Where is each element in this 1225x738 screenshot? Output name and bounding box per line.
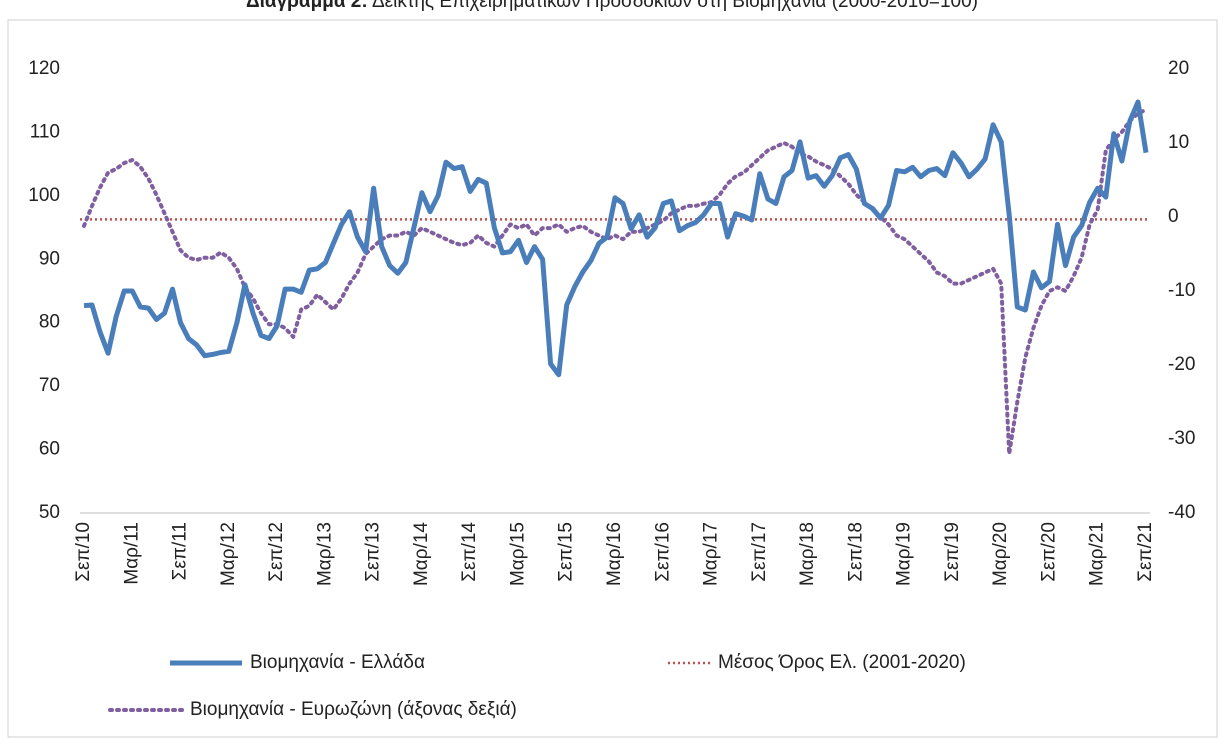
y2-tick-label: -40 xyxy=(1168,502,1195,523)
title-text: Δείκτης Επιχειρηματικών Προσδοκιών στη Β… xyxy=(372,0,978,12)
x-tick-label: Μαρ/21 xyxy=(1087,522,1108,586)
x-tick-label: Σεπ/12 xyxy=(266,522,287,582)
y2-tick-label: -30 xyxy=(1168,428,1195,449)
series-line xyxy=(83,99,1149,378)
x-tick-label: Μαρ/17 xyxy=(701,522,722,586)
x-tick-label: Μαρ/20 xyxy=(990,522,1011,586)
y2-tick-label: -10 xyxy=(1168,280,1195,301)
x-tick-label: Μαρ/18 xyxy=(797,522,818,586)
y-tick-label: 120 xyxy=(28,58,60,79)
y2-tick-label: 10 xyxy=(1168,132,1189,153)
x-tick-label: Σεπ/11 xyxy=(170,522,191,580)
x-tick-label: Σεπ/19 xyxy=(942,522,963,582)
x-tick-label: Μαρ/15 xyxy=(507,522,528,586)
x-tick-label: Σεπ/18 xyxy=(845,522,866,582)
y-tick-label: 60 xyxy=(39,439,60,460)
x-tick-label: Μαρ/16 xyxy=(604,522,625,586)
y2-tick-label: 0 xyxy=(1168,206,1179,227)
chart-border xyxy=(7,19,1218,738)
legend-label: Βιομηχανία - Ευρωζώνη (άξονας δεξιά) xyxy=(190,699,517,720)
title-prefix: Διάγραμμα 2: xyxy=(246,0,368,12)
y-tick-label: 50 xyxy=(39,502,60,523)
y-tick-label: 70 xyxy=(39,375,60,396)
x-tick-label: Σεπ/14 xyxy=(459,522,480,582)
x-tick-label: Μαρ/14 xyxy=(411,522,432,586)
x-tick-label: Μαρ/12 xyxy=(218,522,239,586)
x-tick-label: Σεπ/15 xyxy=(556,522,577,582)
x-tick-label: Σεπ/13 xyxy=(363,522,384,582)
y-tick-label: 100 xyxy=(28,185,60,206)
x-tick-label: Σεπ/21 xyxy=(1135,522,1156,582)
series-line xyxy=(82,107,1148,456)
y-tick-label: 90 xyxy=(39,248,60,269)
y-tick-label: 110 xyxy=(30,121,60,142)
x-tick-label: Σεπ/16 xyxy=(652,522,673,582)
x-tick-label: Σεπ/10 xyxy=(73,522,94,582)
x-tick-label: Σεπ/17 xyxy=(749,522,770,582)
legend-label: Βιομηχανία - Ελλάδα xyxy=(250,652,425,673)
legend-label: Μέσος Όρος Ελ. (2001-2020) xyxy=(718,652,966,673)
y2-tick-label: -20 xyxy=(1168,354,1195,375)
x-tick-label: Μαρ/19 xyxy=(894,522,915,586)
x-tick-label: Μαρ/13 xyxy=(314,522,335,586)
x-tick-label: Μαρ/11 xyxy=(121,522,142,585)
chart-title: Διάγραμμα 2: Δείκτης Επιχειρηματικών Προ… xyxy=(246,0,978,12)
y2-tick-label: 20 xyxy=(1168,58,1189,79)
y-tick-label: 80 xyxy=(39,312,60,333)
x-tick-label: Σεπ/20 xyxy=(1038,522,1059,582)
